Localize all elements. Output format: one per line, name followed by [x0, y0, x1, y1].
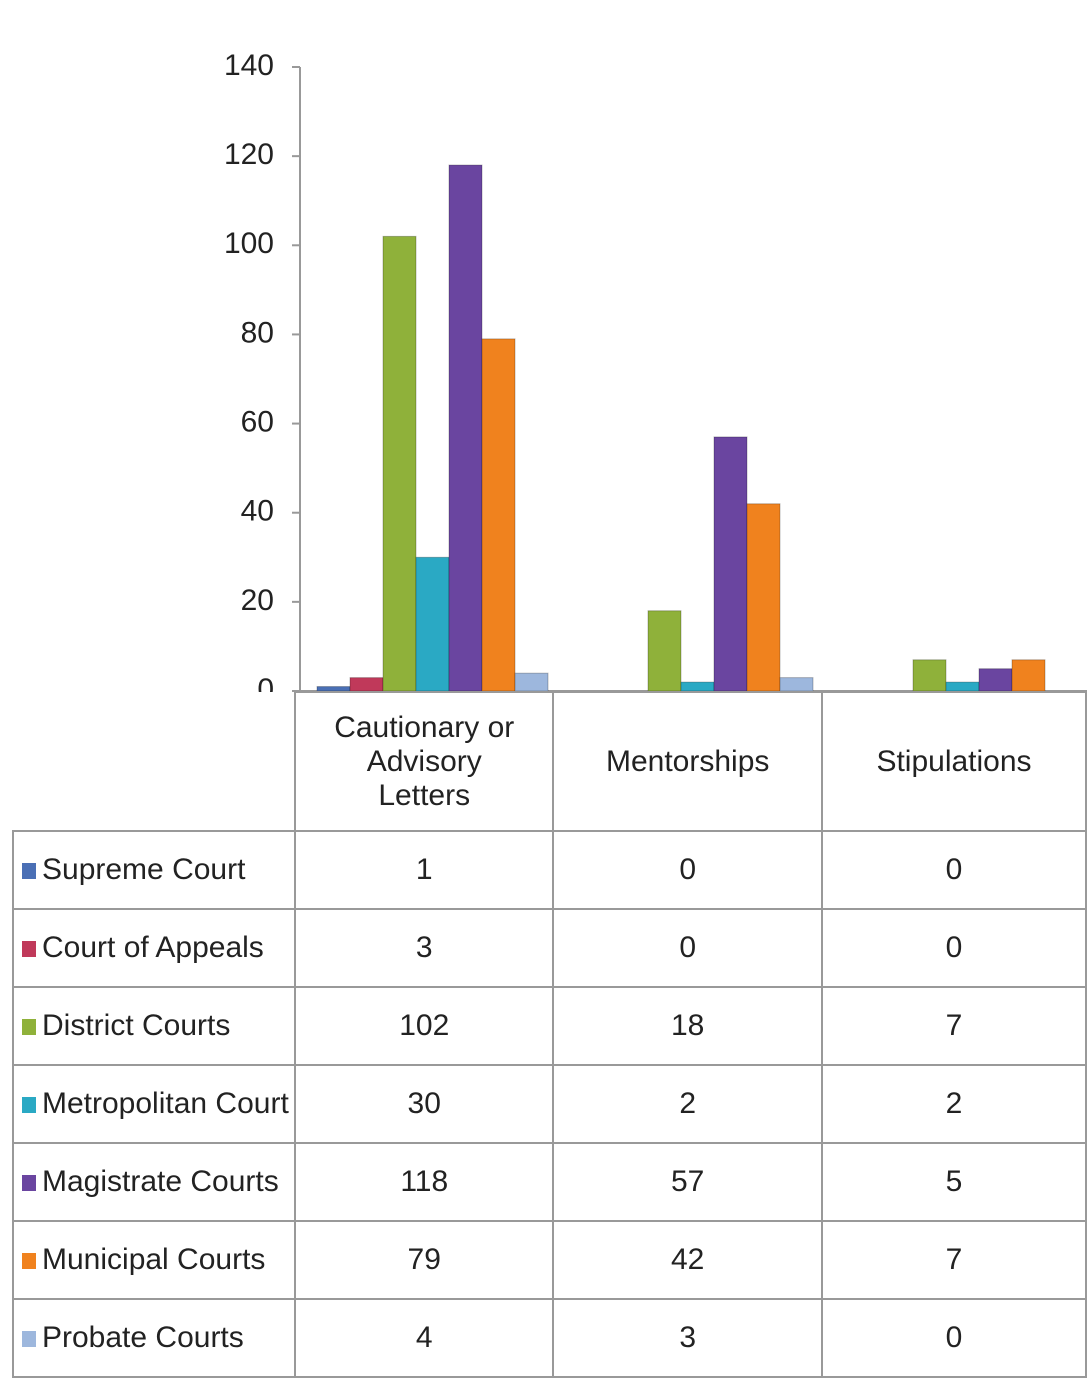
table-value: 7: [821, 1220, 1087, 1300]
data-row: Metropolitan Court 30 2 2: [11, 1064, 1087, 1144]
legend-entry: Metropolitan Court: [11, 1064, 297, 1144]
legend-entry: Probate Courts: [11, 1298, 297, 1378]
legend-entry: Court of Appeals: [11, 908, 297, 988]
bar: [945, 681, 980, 692]
data-row: Magistrate Courts 118 57 5: [11, 1142, 1087, 1222]
table-value: 42: [552, 1220, 824, 1300]
table-value: 5: [821, 1142, 1087, 1222]
y-tick-label: 120: [224, 138, 274, 171]
y-tick-label: 20: [241, 584, 274, 617]
data-row: Court of Appeals 3 0 0: [11, 908, 1087, 988]
table-value: 3: [552, 1298, 824, 1378]
table-value: 0: [552, 830, 824, 910]
table-value: 79: [294, 1220, 555, 1300]
bar: [912, 659, 947, 692]
category-label: Cautionary or Advisory Letters: [294, 691, 555, 832]
data-row: Supreme Court 1 0 0: [11, 830, 1087, 910]
table-value: 0: [821, 908, 1087, 988]
legend-swatch: [22, 1253, 36, 1270]
y-tick-label: 80: [241, 316, 274, 349]
legend-label: Municipal Courts: [42, 1243, 266, 1276]
legend-entry: Magistrate Courts: [11, 1142, 297, 1222]
y-tick-label: 40: [241, 495, 274, 528]
legend-swatch: [22, 1097, 36, 1114]
bar: [1011, 659, 1046, 692]
bar: [349, 677, 384, 692]
legend-label: Metropolitan Court: [42, 1087, 289, 1120]
y-tick-label: 60: [241, 405, 274, 438]
data-row: Municipal Courts 79 42 7: [11, 1220, 1087, 1300]
data-row: District Courts 102 18 7: [11, 986, 1087, 1066]
bar: [514, 672, 549, 692]
table-value: 0: [552, 908, 824, 988]
legend-swatch: [22, 1019, 36, 1036]
data-row: Probate Courts 4 3 0: [11, 1298, 1087, 1378]
bar: [779, 677, 814, 692]
legend-swatch: [22, 941, 36, 958]
table-value: 30: [294, 1064, 555, 1144]
legend-label: Supreme Court: [42, 853, 246, 886]
y-tick-label: 100: [224, 227, 274, 260]
legend-label: District Courts: [42, 1009, 231, 1042]
category-label: Stipulations: [821, 691, 1087, 832]
bar: [415, 556, 450, 692]
table-value: 2: [821, 1064, 1087, 1144]
table-value: 102: [294, 986, 555, 1066]
bar: [746, 503, 781, 692]
table-value: 4: [294, 1298, 555, 1378]
bar: [978, 668, 1013, 692]
table-value: 2: [552, 1064, 824, 1144]
table-value: 7: [821, 986, 1087, 1066]
y-tick-label: 140: [224, 49, 274, 82]
legend-label: Magistrate Courts: [42, 1165, 279, 1198]
corner: [13, 692, 297, 832]
legend-label: Court of Appeals: [42, 931, 264, 964]
header-row: Cautionary or Advisory Letters Mentorship…: [13, 691, 1087, 832]
legend-entry: District Courts: [11, 986, 297, 1066]
bar: [448, 164, 483, 692]
bar: [680, 681, 715, 692]
chart: 0 20 40 60 80 100 120 140: [224, 49, 1087, 692]
table-value: 3: [294, 908, 555, 988]
legend-entry: Supreme Court: [11, 830, 297, 910]
legend-swatch: [22, 863, 36, 880]
table-value: 0: [821, 830, 1087, 910]
legend-swatch: [22, 1175, 36, 1192]
legend-label: Probate Courts: [42, 1321, 244, 1354]
table-value: 0: [821, 1298, 1087, 1378]
category-label: Mentorships: [552, 691, 824, 832]
bar: [481, 338, 516, 692]
table-value: 18: [552, 986, 824, 1066]
legend-entry: Municipal Courts: [11, 1220, 297, 1300]
legend-swatch: [22, 1331, 36, 1348]
bar: [382, 235, 417, 692]
data-table: Cautionary or Advisory Letters Mentorship…: [11, 691, 1087, 1378]
table-value: 1: [294, 830, 555, 910]
y-tick-label: 0: [257, 673, 274, 692]
bar: [713, 436, 748, 692]
table-value: 118: [294, 1142, 555, 1222]
bar: [647, 610, 682, 692]
table-value: 57: [552, 1142, 824, 1222]
